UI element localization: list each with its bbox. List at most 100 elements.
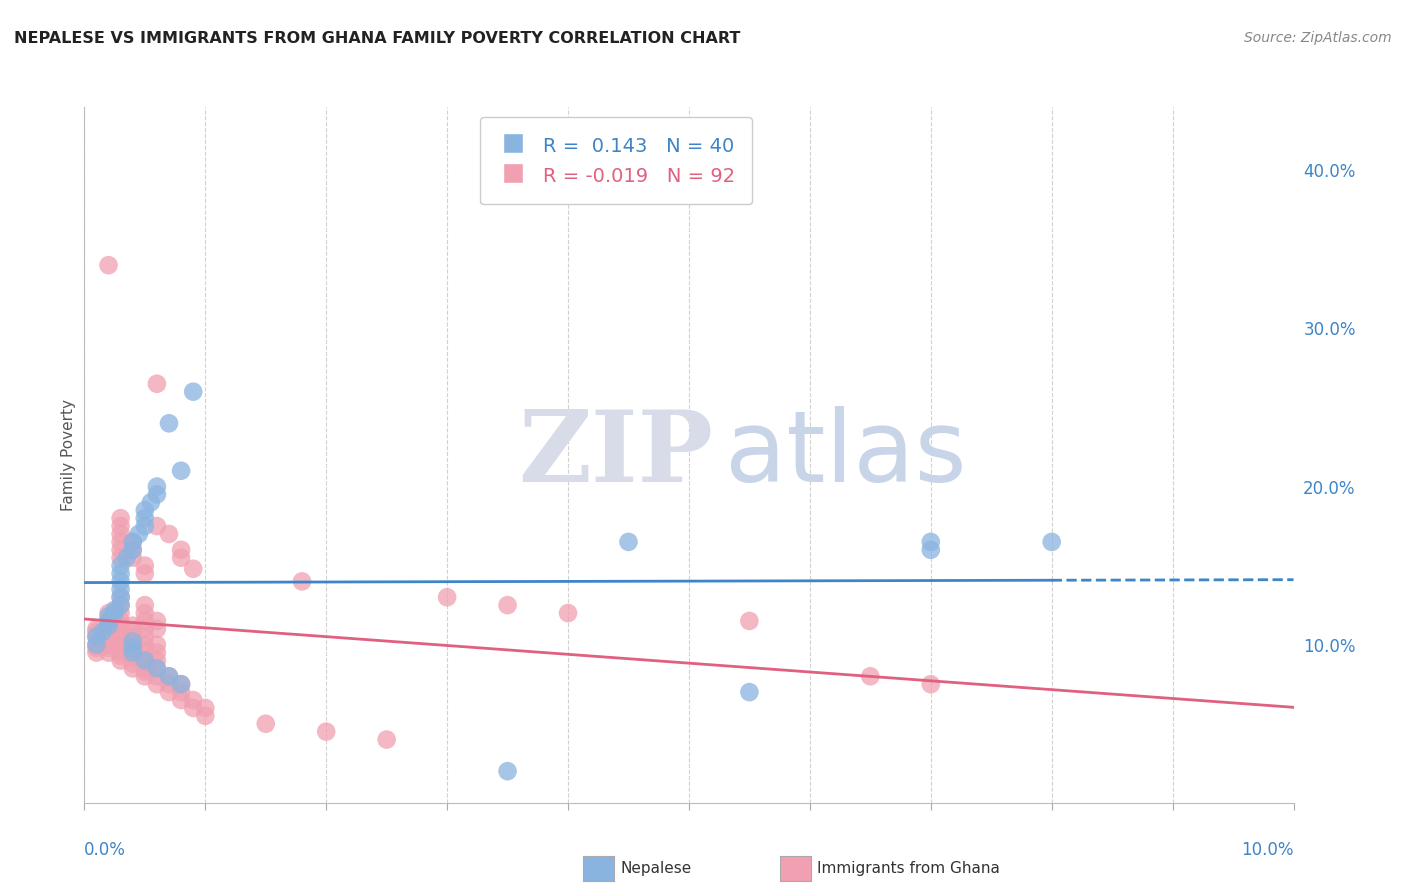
Point	[146, 614, 169, 628]
Point	[121, 534, 143, 549]
Point	[134, 606, 156, 620]
Point	[97, 630, 120, 644]
Text: ZIP: ZIP	[519, 407, 713, 503]
Point	[86, 630, 108, 644]
Point	[110, 582, 132, 597]
Point	[157, 677, 180, 691]
Point	[121, 638, 143, 652]
Point	[121, 661, 143, 675]
Point	[121, 646, 143, 660]
Text: Nepalese: Nepalese	[620, 862, 692, 876]
Point	[86, 622, 108, 636]
Point	[170, 693, 193, 707]
Point	[110, 618, 132, 632]
Point	[181, 384, 204, 399]
Point	[97, 614, 120, 628]
Point	[157, 417, 180, 431]
Legend: R =  0.143   N = 40, R = -0.019   N = 92: R = 0.143 N = 40, R = -0.019 N = 92	[481, 117, 752, 204]
Point	[115, 550, 138, 565]
Text: NEPALESE VS IMMIGRANTS FROM GHANA FAMILY POVERTY CORRELATION CHART: NEPALESE VS IMMIGRANTS FROM GHANA FAMILY…	[14, 31, 741, 46]
Point	[146, 677, 169, 691]
Point	[157, 669, 180, 683]
Point	[110, 591, 132, 605]
Point	[121, 646, 143, 660]
Point	[146, 479, 169, 493]
Point	[110, 591, 132, 605]
Point	[134, 566, 156, 581]
Point	[134, 657, 156, 671]
Point	[110, 630, 132, 644]
Point	[91, 625, 114, 640]
Point	[110, 527, 132, 541]
Point	[146, 661, 169, 675]
Point	[291, 574, 314, 589]
Point	[121, 618, 143, 632]
Point	[110, 550, 132, 565]
Point	[110, 625, 132, 640]
Point	[134, 558, 156, 573]
Point	[110, 653, 132, 667]
Point	[121, 650, 143, 665]
Point	[146, 661, 169, 675]
Point	[738, 685, 761, 699]
Point	[134, 598, 156, 612]
Point	[110, 598, 132, 612]
Point	[134, 653, 156, 667]
Point	[97, 258, 120, 272]
Point	[134, 519, 156, 533]
Point	[134, 622, 156, 636]
Point	[157, 527, 180, 541]
Point	[194, 701, 217, 715]
Point	[375, 732, 398, 747]
Point	[97, 638, 120, 652]
Point	[496, 598, 519, 612]
Point	[146, 669, 169, 683]
Point	[86, 638, 108, 652]
Point	[146, 653, 169, 667]
Point	[110, 648, 132, 663]
Point	[97, 646, 120, 660]
Point	[97, 614, 120, 628]
Point	[121, 542, 143, 557]
Point	[86, 646, 108, 660]
Point	[121, 640, 143, 655]
Point	[97, 640, 120, 655]
Point	[134, 511, 156, 525]
Point	[97, 606, 120, 620]
Point	[97, 609, 120, 624]
Text: 0.0%: 0.0%	[84, 841, 127, 859]
Point	[617, 534, 640, 549]
Point	[121, 625, 143, 640]
Point	[86, 630, 108, 644]
Point	[128, 527, 150, 541]
Point	[110, 614, 132, 628]
Point	[121, 630, 143, 644]
Point	[134, 665, 156, 679]
Point	[1040, 534, 1063, 549]
Point	[110, 566, 132, 581]
Point	[170, 542, 193, 557]
Point	[110, 598, 132, 612]
Point	[557, 606, 579, 620]
Point	[146, 519, 169, 533]
Point	[146, 376, 169, 391]
Point	[170, 677, 193, 691]
Point	[859, 669, 882, 683]
Point	[157, 669, 180, 683]
Point	[97, 618, 120, 632]
Point	[157, 685, 180, 699]
Point	[134, 669, 156, 683]
Point	[146, 487, 169, 501]
Y-axis label: Family Poverty: Family Poverty	[60, 399, 76, 511]
Point	[194, 708, 217, 723]
Point	[121, 634, 143, 648]
Point	[110, 574, 132, 589]
Text: Source: ZipAtlas.com: Source: ZipAtlas.com	[1244, 31, 1392, 45]
Point	[121, 542, 143, 557]
Point	[738, 614, 761, 628]
Point	[170, 677, 193, 691]
Point	[315, 724, 337, 739]
Point	[86, 640, 108, 655]
Point	[496, 764, 519, 779]
Point	[110, 558, 132, 573]
